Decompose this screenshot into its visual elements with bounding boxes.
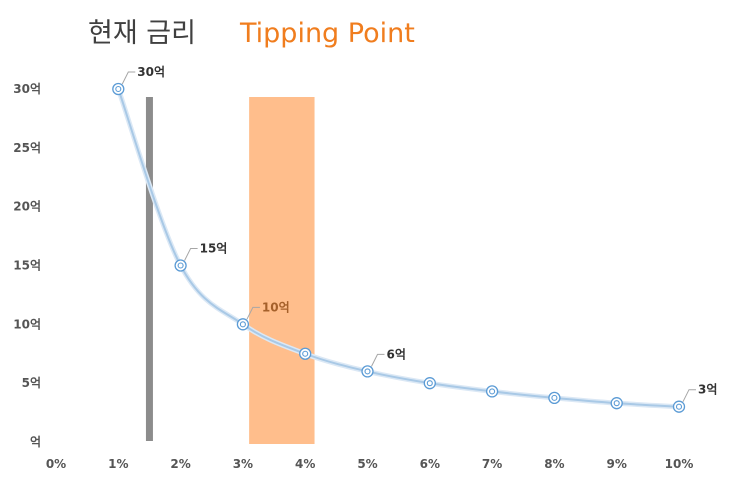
x-tick-label: 10% — [665, 457, 694, 471]
x-tick-label: 9% — [607, 457, 627, 471]
data-point-inner — [489, 388, 496, 395]
data-point-outer — [672, 400, 686, 413]
data-label: 30억 — [137, 65, 165, 79]
x-tick-label: 0% — [46, 457, 66, 471]
x-tick-label: 1% — [108, 457, 128, 471]
data-label-leader — [246, 306, 260, 320]
x-tick-label: 5% — [357, 457, 377, 471]
data-label-leader — [121, 71, 136, 85]
y-tick-label: 25억 — [13, 141, 41, 155]
x-tick-label: 4% — [295, 457, 315, 471]
data-label-leader — [682, 389, 696, 402]
data-point-inner — [613, 400, 620, 407]
data-label: 6억 — [387, 347, 406, 361]
y-tick-label: 30억 — [13, 82, 41, 96]
data-point-outer — [485, 385, 499, 398]
data-point-inner — [115, 85, 122, 93]
y-tick-label: 10억 — [13, 317, 41, 331]
data-point — [610, 397, 623, 410]
x-tick-label: 6% — [420, 457, 440, 471]
data-point-outer — [610, 397, 623, 410]
data-label-leader — [371, 353, 385, 367]
y-tick-label: 5억 — [22, 376, 41, 390]
data-point-inner — [675, 403, 683, 410]
data-point — [485, 385, 499, 398]
data-point-outer — [548, 391, 561, 405]
data-label-leader — [184, 248, 198, 261]
data-label: 15억 — [200, 242, 228, 256]
y-tick-label: 20억 — [13, 200, 41, 214]
x-tick-label: 3% — [233, 457, 253, 471]
data-point — [299, 347, 312, 360]
data-point-inner — [426, 380, 433, 387]
data-point — [548, 391, 561, 405]
data-label: 3억 — [698, 383, 717, 397]
data-point — [361, 365, 374, 378]
data-point-inner — [364, 368, 371, 375]
data-point-outer — [299, 347, 312, 360]
x-tick-label: 2% — [170, 457, 190, 471]
x-tick-label: 8% — [544, 457, 564, 471]
data-point-outer — [174, 259, 187, 272]
data-label: 10억 — [262, 300, 290, 314]
data-point-inner — [177, 262, 184, 269]
data-point-inner — [239, 321, 246, 328]
y-tick-label: 억 — [30, 435, 41, 449]
data-point-outer — [423, 377, 436, 390]
data-point-outer — [236, 318, 250, 331]
tipping-point-label: Tipping Point — [239, 18, 415, 49]
x-tick-label: 7% — [482, 457, 502, 471]
data-point-inner — [551, 394, 558, 401]
data-point-inner — [302, 350, 309, 357]
current-rate-bar — [145, 97, 153, 441]
data-point-outer — [112, 82, 125, 96]
data-point — [672, 400, 686, 413]
y-tick-label: 15억 — [13, 259, 41, 273]
data-point — [174, 259, 187, 272]
data-point — [112, 82, 125, 96]
current-rate-label: 현재 금리 — [88, 18, 196, 49]
data-point — [423, 377, 436, 390]
data-point — [236, 318, 250, 331]
tipping-point-band — [249, 97, 315, 444]
data-point-outer — [361, 365, 374, 378]
